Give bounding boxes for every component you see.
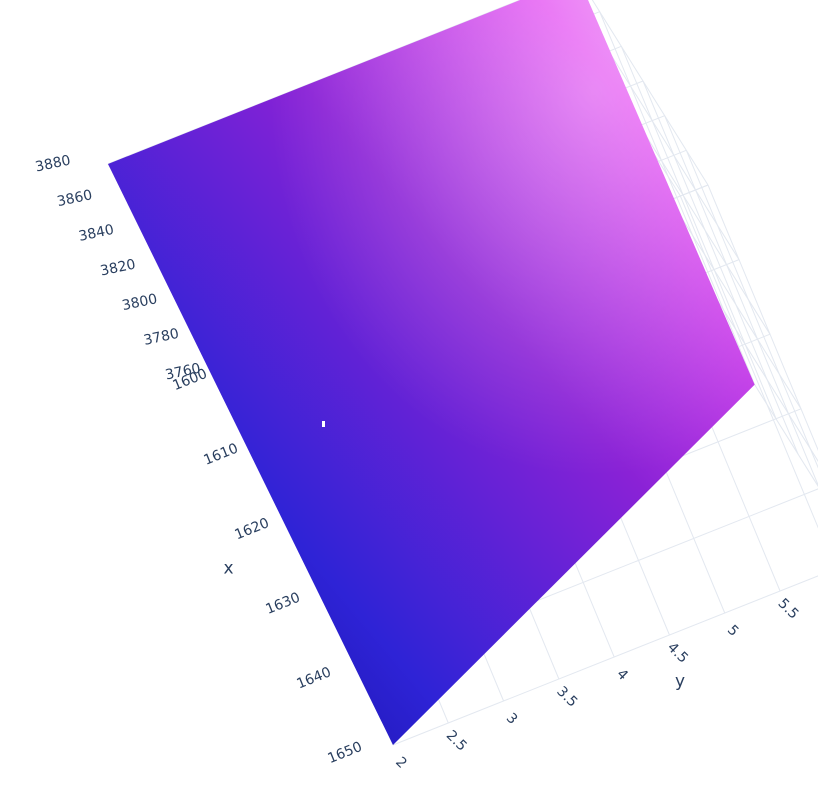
x-tick-label: 1620: [232, 515, 271, 543]
grid-line-side-wall-x: [701, 275, 818, 462]
y-axis-title: y: [675, 672, 685, 692]
grid-line-side-wall-x: [608, 51, 740, 260]
grid-line-side-wall-z: [620, 46, 777, 420]
x-tick-label: 1610: [201, 441, 240, 469]
x-tick-label: 1650: [325, 739, 364, 767]
y-tick-label: 2: [392, 754, 410, 772]
z-tick-label: 3860: [56, 187, 94, 210]
z-tick-label: 3880: [34, 152, 72, 175]
z-tick-label: 3800: [121, 291, 159, 314]
grid-line-side-wall-x: [591, 0, 709, 186]
axis-titles: zxy: [223, 559, 685, 692]
surface-highlight: [108, 0, 755, 745]
z-tick-label: 3760: [164, 360, 202, 383]
grid-line-floor-y: [679, 195, 818, 529]
z-tick-label: 3780: [142, 326, 180, 349]
y-tick-label: 2.5: [443, 727, 470, 754]
x-tick-label: 1640: [294, 664, 333, 692]
cursor-marker: [322, 421, 325, 427]
x-axis-title: x: [223, 559, 233, 579]
z-tick-label: 3840: [77, 222, 115, 245]
y-tick-label: 5.5: [775, 595, 802, 622]
y-tick-label: 3.5: [553, 683, 580, 710]
y-tick-label: 3: [503, 710, 521, 728]
grid-line-side-wall-x: [639, 125, 771, 335]
grid-line-floor-x: [392, 575, 818, 746]
grid-line-side-wall-x: [670, 200, 802, 410]
y-tick-label: 5: [724, 622, 742, 640]
y-tick-label: 4: [613, 666, 631, 684]
x-tick-label: 1630: [263, 590, 302, 618]
grid-line-side-wall-z: [664, 115, 818, 486]
y-tick-label: 4.5: [664, 639, 691, 666]
surface-mesh: [108, 0, 755, 745]
grid-line-side-wall-z: [707, 184, 818, 452]
z-tick-label: 3820: [99, 256, 137, 279]
grid-line-side-wall-z: [599, 11, 756, 385]
grid-line-side-wall-z: [642, 80, 799, 455]
